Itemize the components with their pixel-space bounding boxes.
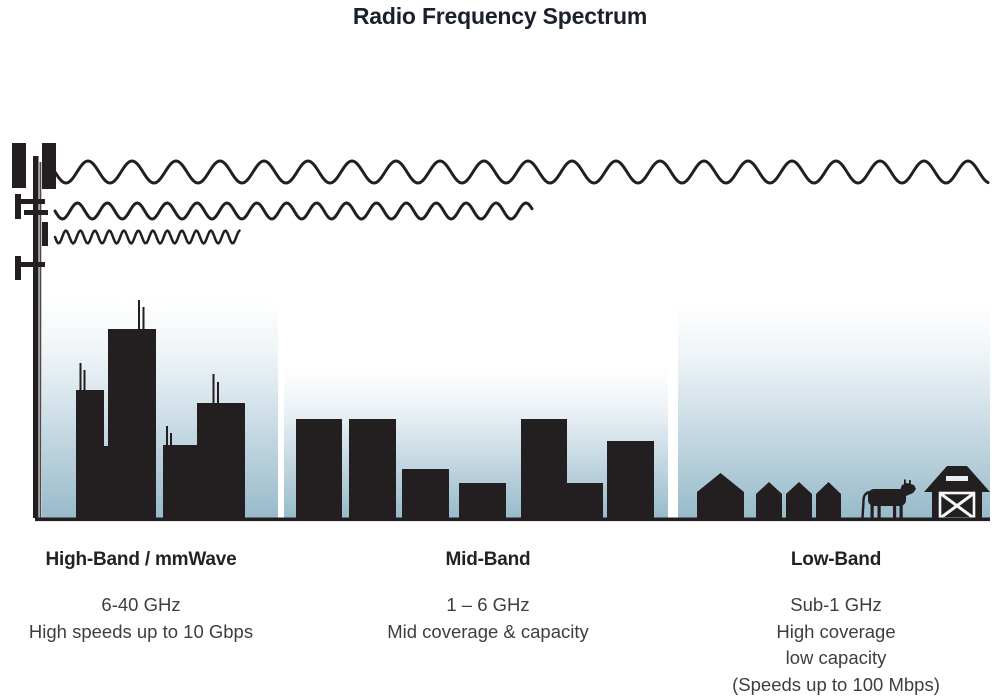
tower-side-panel	[15, 256, 21, 280]
tower-mast	[33, 156, 39, 518]
tower-antenna-panel	[42, 143, 56, 189]
house-icon	[816, 482, 841, 519]
cow-leg	[899, 504, 903, 520]
cow-head	[899, 483, 916, 496]
barn-vent-slit	[946, 476, 968, 481]
skyscraper	[103, 446, 109, 519]
low-band-label: Low-Band Sub-1 GHz High coverage low cap…	[686, 549, 986, 698]
tower-crossbar	[24, 210, 48, 215]
rooftop-antenna	[142, 307, 145, 332]
low-band-frequency-range: Sub-1 GHz	[790, 594, 882, 615]
building	[402, 469, 449, 519]
cow-horn	[909, 480, 911, 485]
building	[567, 483, 603, 519]
house-icon	[697, 473, 744, 519]
rooftop-antenna	[138, 300, 140, 332]
cow-leg	[893, 504, 897, 520]
high-band-skyline	[76, 300, 245, 519]
low-band-speed: (Speeds up to 100 Mbps)	[732, 673, 940, 695]
low-band-coverage: High coverage	[776, 620, 896, 642]
high-band-frequency-range: 6-40 GHz	[101, 594, 181, 615]
tower-side-panel	[42, 222, 48, 246]
rooftop-antenna	[212, 374, 215, 406]
rooftop-antenna	[166, 426, 168, 448]
barn-icon	[924, 466, 990, 520]
skyscraper	[76, 390, 104, 519]
house-icon	[756, 482, 782, 519]
mid-band-heading: Mid-Band	[445, 549, 531, 570]
building	[521, 419, 567, 519]
cow-horn	[904, 479, 906, 485]
building	[296, 419, 342, 519]
low-band-heading: Low-Band	[790, 549, 882, 570]
tower-crossbar	[17, 199, 45, 204]
building	[607, 441, 654, 519]
skyscraper	[197, 403, 245, 519]
cow-leg	[870, 504, 874, 520]
skyscraper	[108, 329, 156, 519]
rooftop-antenna	[79, 363, 82, 393]
rooftop-antenna	[83, 370, 86, 393]
ground-line	[35, 517, 990, 522]
tower-antenna-panel	[12, 143, 26, 188]
low-band-capacity: low capacity	[785, 647, 887, 668]
radio-waves	[53, 159, 990, 245]
mid-band-label: Mid-Band 1 – 6 GHz Mid coverage & capaci…	[338, 549, 638, 645]
mid-band-description: Mid coverage & capacity	[387, 620, 589, 642]
cow-icon	[861, 479, 916, 520]
skyscraper	[163, 445, 197, 519]
mid-band-frequency-range: 1 – 6 GHz	[446, 594, 530, 615]
rooftop-antenna	[170, 433, 172, 448]
high-frequency-wave	[53, 229, 241, 245]
low-band-scene	[697, 466, 990, 520]
rooftop-antenna	[217, 382, 219, 406]
tower-mast-line	[39, 162, 42, 518]
high-band-description: High speeds up to 10 Gbps	[28, 620, 254, 642]
mid-frequency-wave	[53, 201, 534, 221]
cow-leg	[877, 504, 881, 520]
high-band-label: High-Band / mmWave 6-40 GHz High speeds …	[0, 549, 282, 645]
low-frequency-wave	[53, 159, 990, 185]
high-band-heading: High-Band / mmWave	[45, 549, 237, 570]
cow-tail	[861, 490, 870, 519]
tower-side-panel	[15, 194, 21, 219]
cow-body	[868, 489, 906, 506]
cell-tower-icon	[12, 143, 56, 518]
house-icon	[786, 482, 812, 519]
tower-crossbar	[17, 262, 45, 267]
mid-band-skyline	[296, 419, 654, 519]
page-title: Radio Frequency Spectrum	[352, 3, 648, 29]
building	[349, 419, 396, 519]
building	[459, 483, 506, 519]
